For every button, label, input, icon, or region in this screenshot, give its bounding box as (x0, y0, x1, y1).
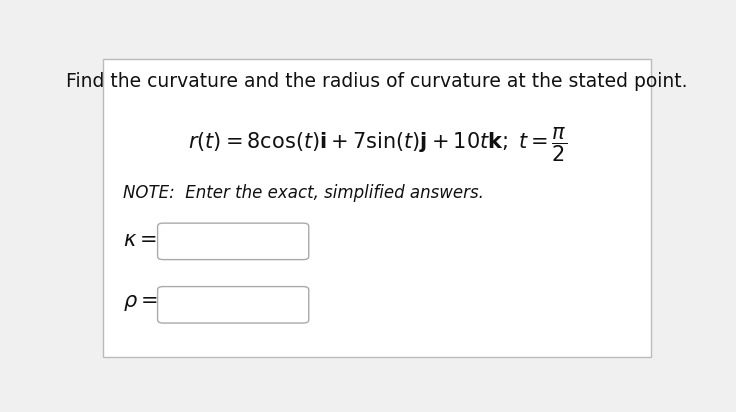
FancyBboxPatch shape (158, 223, 308, 260)
Text: $\kappa =$: $\kappa =$ (124, 230, 157, 250)
Text: NOTE:  Enter the exact, simplified answers.: NOTE: Enter the exact, simplified answer… (124, 184, 484, 202)
FancyBboxPatch shape (103, 59, 651, 357)
Text: $\mathit{r}(t) = 8\cos(t)\mathbf{i} + 7\sin(t)\mathbf{j} + 10t\mathbf{k}$$;\;  t: $\mathit{r}(t) = 8\cos(t)\mathbf{i} + 7\… (188, 126, 567, 164)
Text: $\rho =$: $\rho =$ (124, 293, 158, 313)
Text: Find the curvature and the radius of curvature at the stated point.: Find the curvature and the radius of cur… (66, 72, 688, 91)
FancyBboxPatch shape (158, 287, 308, 323)
